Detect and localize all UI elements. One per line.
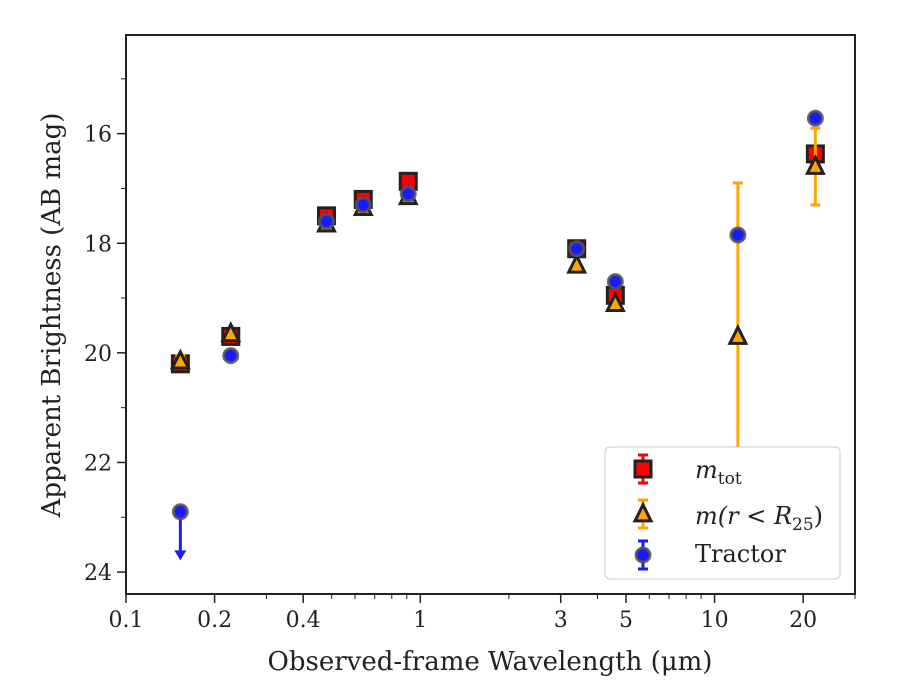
- marker-tractor: [606, 273, 624, 291]
- upper-limit-arrowhead: [174, 550, 187, 561]
- legend-label-mr25-main: m(r < R: [695, 502, 792, 530]
- y-tick-label: 24: [84, 561, 112, 586]
- x-tick-label: 20: [789, 608, 817, 633]
- y-tick-label: 18: [84, 232, 112, 257]
- marker-tractor: [806, 109, 824, 127]
- y-tick-label: 20: [84, 342, 112, 367]
- marker-tractor: [317, 212, 335, 230]
- legend: mtot m(r < R25) Tractor: [604, 446, 841, 580]
- marker-mr25: [169, 348, 191, 370]
- legend-marker-tractor: [634, 546, 652, 564]
- x-tick-label: 10: [701, 608, 729, 633]
- legend-label-mtot-sub: tot: [718, 469, 742, 489]
- legend-box: [604, 446, 841, 580]
- series-mr25: [169, 126, 826, 492]
- marker-tractor: [171, 503, 189, 521]
- legend-label-tractor: Tractor: [695, 540, 786, 568]
- marker-mr25: [566, 252, 588, 274]
- x-tick-label: 5: [619, 608, 633, 633]
- legend-marker-mtot: [633, 459, 653, 479]
- marker-mr25: [804, 153, 826, 175]
- axis-ticks: 0.1 0.2 0.4 1 3 5 10 20 16 18 20 22 24: [84, 78, 856, 633]
- y-tick-label: 16: [84, 123, 112, 148]
- plot-area: [125, 34, 856, 595]
- x-axis-label: Observed-frame Wavelength (μm): [268, 647, 713, 677]
- marker-tractor: [222, 347, 240, 365]
- x-tick-label: 1: [413, 608, 427, 633]
- legend-entries: [632, 453, 654, 571]
- marker-tractor: [399, 185, 417, 203]
- data-marks: [169, 109, 826, 561]
- marker-tractor: [568, 240, 586, 258]
- legend-label-mr25-close: ): [814, 502, 823, 530]
- marker-mr25: [727, 323, 749, 345]
- x-tick-label: 0.1: [109, 608, 144, 633]
- legend-label-mr25-sub: 25: [792, 515, 814, 535]
- y-axis-label: Apparent Brightness (AB mag): [37, 113, 67, 519]
- marker-tractor: [729, 226, 747, 244]
- legend-label-mr25: m(r < R25): [695, 502, 823, 535]
- y-tick-label: 22: [84, 451, 112, 476]
- series-mtot: [170, 144, 825, 374]
- plot-frame: [125, 34, 856, 595]
- x-tick-label: 0.2: [197, 608, 232, 633]
- marker-mr25: [220, 321, 242, 343]
- legend-label-mtot: mtot: [695, 456, 742, 489]
- marker-tractor: [354, 196, 372, 214]
- x-tick-label: 3: [554, 608, 568, 633]
- x-tick-label: 0.4: [286, 608, 321, 633]
- marker-mr25: [604, 290, 626, 312]
- legend-label-mtot-main: m: [695, 456, 718, 484]
- legend-marker-mr25: [632, 501, 654, 523]
- series-tractor: [171, 109, 824, 561]
